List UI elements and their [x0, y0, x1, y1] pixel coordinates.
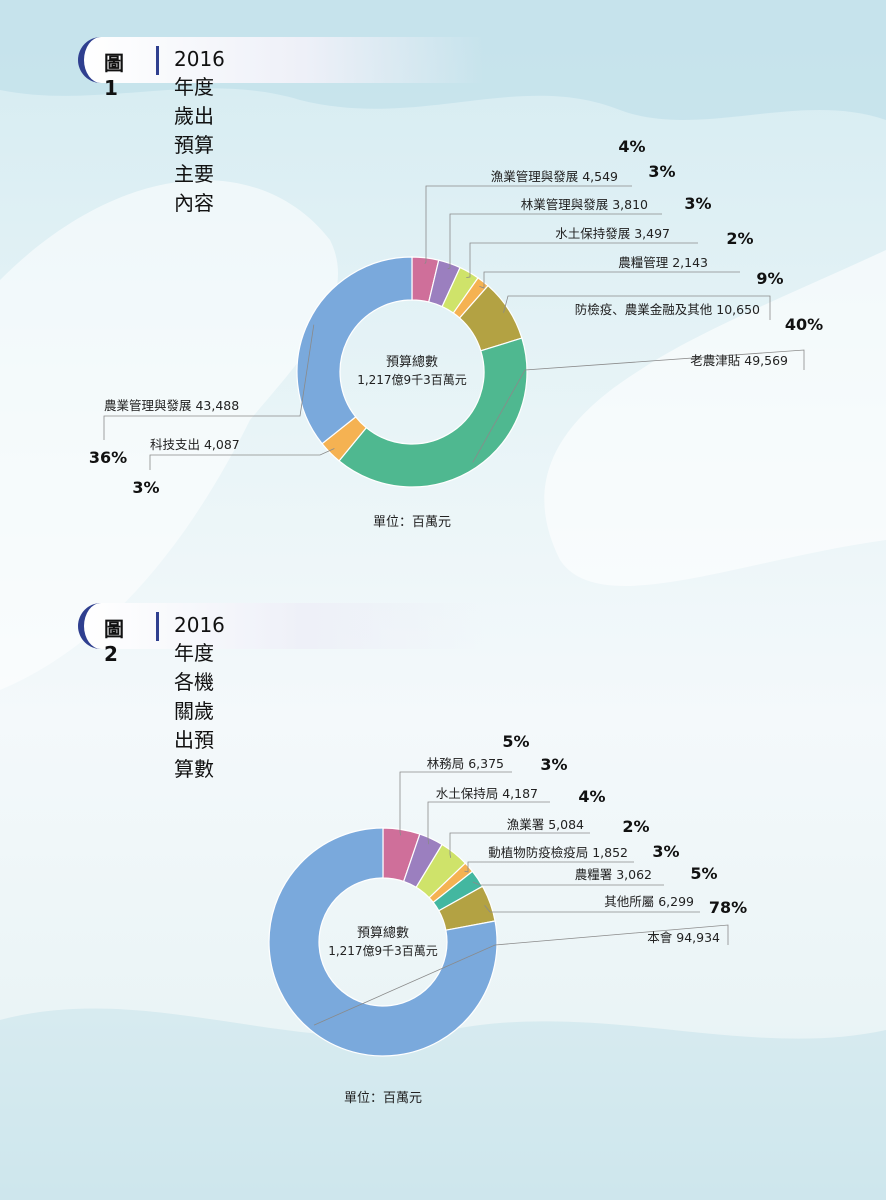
fig2-slice-percent-5: 3%	[652, 842, 679, 861]
fig2-slice-label-7: 本會 94,934	[647, 930, 720, 945]
figure1-title: 2016年度歲出預算主要內容	[174, 47, 225, 215]
fig2-slice-percent-7: 78%	[709, 898, 747, 917]
fig2-slice-percent-3: 4%	[578, 787, 605, 806]
fig2-leader-7	[313, 924, 729, 1026]
figure1-leader-lines	[103, 185, 805, 470]
fig2-slice-label-2: 水土保持局 4,187	[436, 786, 538, 801]
fig1-slice-percent-5: 9%	[756, 269, 783, 288]
fig1-leader-3	[466, 242, 698, 278]
figure2-number: 圖2	[104, 617, 124, 666]
figure2-unit-label: 單位：百萬元	[344, 1091, 422, 1106]
figure2-title: 2016年度各機關歲出預算數	[174, 613, 225, 781]
fig1-slice-8	[296, 256, 413, 445]
figure1-separator	[156, 46, 159, 75]
fig1-slice-percent-7: 3%	[132, 478, 159, 497]
fig1-slice-label-1: 漁業管理與發展 4,549	[491, 169, 618, 184]
figure1-header-bar	[78, 37, 484, 83]
fig1-leader-2	[447, 213, 662, 270]
fig2-slice-percent-4: 2%	[622, 817, 649, 836]
figure2-center-value: 1,217億9千3百萬元	[328, 944, 438, 958]
fig1-slice-percent-2: 3%	[648, 162, 675, 181]
figure1-center-value: 1,217億9千3百萬元	[357, 373, 467, 387]
fig2-slice-percent-6: 5%	[690, 864, 717, 883]
fig1-slice-label-6: 老農津貼 49,569	[690, 353, 788, 368]
fig1-slice-percent-3: 3%	[684, 194, 711, 213]
fig2-leader-1	[399, 771, 512, 836]
fig1-slice-percent-1: 4%	[618, 137, 645, 156]
fig2-slice-label-4: 動植物防疫檢疫局 1,852	[488, 845, 628, 860]
figure1-center-label: 預算總數	[386, 354, 438, 370]
figure1-unit-label: 單位：百萬元	[373, 515, 451, 530]
figure2-separator	[156, 612, 159, 641]
figure2-header-bar	[78, 603, 484, 649]
fig1-leader-4	[479, 271, 740, 289]
fig2-slice-label-5: 農糧署 3,062	[575, 867, 652, 882]
fig2-slice-label-1: 林務局 6,375	[427, 756, 504, 771]
fig2-leader-6	[484, 904, 700, 913]
fig2-slice-7	[268, 827, 498, 1057]
fig1-slice-percent-4: 2%	[726, 229, 753, 248]
fig1-slice-label-7: 科技支出 4,087	[150, 437, 240, 452]
fig1-slice-label-3: 水土保持發展 3,497	[555, 226, 670, 241]
fig2-slice-label-3: 漁業署 5,084	[507, 817, 584, 832]
fig1-leader-8	[103, 324, 315, 440]
fig2-leader-3	[449, 832, 590, 858]
figure2-center-label: 預算總數	[357, 925, 409, 941]
fig1-slice-label-2: 林業管理與發展 3,810	[521, 197, 648, 212]
fig2-slice-percent-1: 5%	[502, 732, 529, 751]
fig1-leader-5	[503, 295, 771, 320]
fig1-slice-label-5: 防檢疫、農業金融及其他 10,650	[575, 302, 760, 317]
fig1-leader-1	[424, 185, 632, 264]
fig2-slice-label-6: 其他所屬 6,299	[604, 894, 694, 909]
figure1-number: 圖1	[104, 51, 124, 100]
figure1-slices	[296, 256, 528, 488]
fig1-slice-percent-8: 36%	[89, 448, 127, 467]
fig1-leader-6	[472, 349, 805, 463]
fig2-leader-4	[464, 861, 634, 873]
figure2-slices	[268, 827, 498, 1057]
fig1-leader-7	[149, 448, 335, 470]
fig1-slice-percent-6: 40%	[785, 315, 823, 334]
fig2-leader-5	[472, 881, 664, 886]
fig2-slice-percent-2: 3%	[540, 755, 567, 774]
figure2-leader-lines	[313, 771, 729, 1026]
fig1-slice-label-4: 農糧管理 2,143	[618, 255, 708, 270]
fig2-leader-2	[427, 801, 550, 845]
fig1-slice-label-8: 農業管理與發展 43,488	[104, 398, 239, 413]
